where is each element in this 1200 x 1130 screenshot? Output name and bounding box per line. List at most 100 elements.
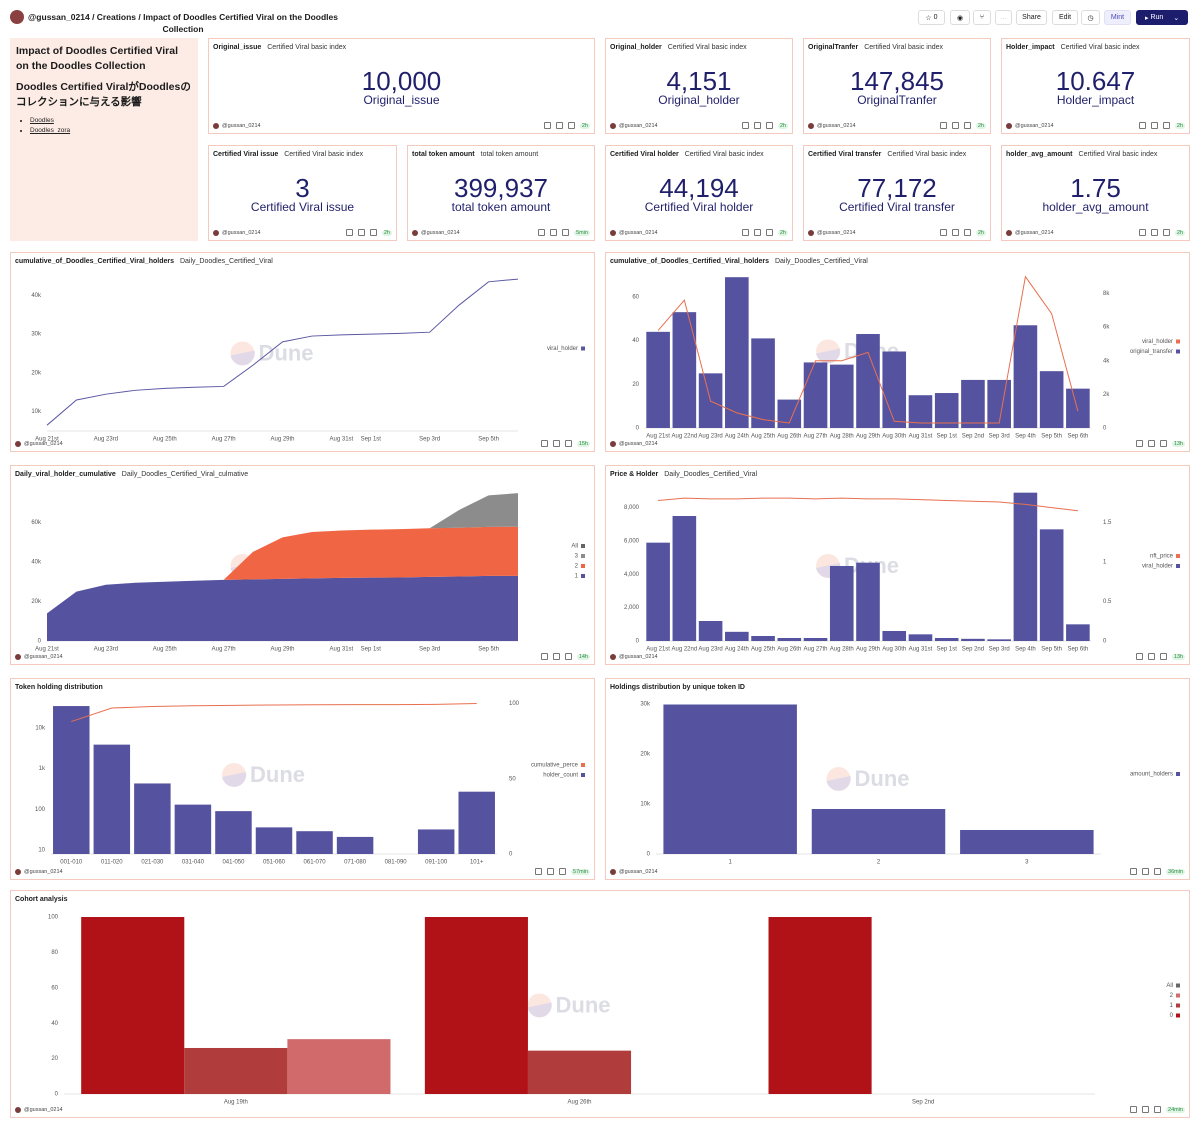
y-tick-label: 50 — [509, 776, 516, 782]
refresh-icon[interactable] — [564, 653, 572, 660]
refresh-icon[interactable] — [1159, 440, 1167, 447]
user-link[interactable]: @gussan_0214 — [28, 12, 90, 22]
card-footer: @gussan_0214 13h — [610, 652, 1185, 661]
refresh-icon[interactable] — [765, 229, 773, 236]
refresh-icon[interactable] — [1154, 868, 1162, 875]
screenshot-icon[interactable] — [550, 229, 558, 236]
refresh-icon[interactable] — [564, 440, 572, 447]
x-tick-label: 021-030 — [141, 860, 164, 866]
embed-icon[interactable] — [1138, 229, 1146, 236]
github-button[interactable]: ◉ — [950, 10, 970, 25]
screenshot-icon[interactable] — [1142, 868, 1150, 875]
refresh-icon[interactable] — [567, 122, 575, 129]
line — [46, 278, 519, 426]
bar — [424, 917, 528, 1094]
embed-icon[interactable] — [1135, 653, 1143, 660]
x-tick-label: Aug 25th — [751, 647, 775, 653]
card-header: cumulative_of_Doodles_Certified_Viral_ho… — [15, 258, 273, 265]
legend-label: viral_holder — [1142, 339, 1173, 345]
y-tick-label: 10k — [35, 725, 46, 731]
bar — [1066, 624, 1090, 641]
link[interactable]: Doodles — [30, 117, 54, 124]
embed-icon[interactable] — [1130, 868, 1138, 875]
card-footer: @gussan_0214 24min — [15, 1105, 1185, 1114]
screenshot-icon[interactable] — [1150, 229, 1158, 236]
y-tick-label: 20 — [51, 1056, 58, 1062]
counter-card: Certified Viral transfer Certified Viral … — [803, 145, 991, 241]
author-avatar — [610, 122, 616, 129]
screenshot-icon[interactable] — [1142, 1106, 1150, 1113]
run-button[interactable]: ▸ Run ⌄ — [1136, 10, 1188, 25]
counter-value: 399,937 — [454, 173, 548, 203]
embed-icon[interactable] — [345, 229, 353, 236]
counter-value: 10.647 — [1055, 66, 1136, 96]
run-dropdown[interactable]: ⌄ — [1173, 14, 1180, 22]
screenshot-icon[interactable] — [951, 229, 959, 236]
y-tick-label: 40 — [632, 338, 639, 344]
embed-icon[interactable] — [1130, 1106, 1138, 1113]
x-tick-label: 061-070 — [304, 860, 327, 866]
legend-swatch — [581, 554, 585, 558]
author: @gussan_0214 — [817, 229, 856, 236]
mint-button[interactable]: Mint — [1104, 10, 1131, 25]
embed-icon[interactable] — [540, 653, 548, 660]
screenshot-icon[interactable] — [753, 122, 761, 129]
y-tick-label: 100 — [48, 915, 59, 921]
star-button[interactable]: ☆ 0 — [918, 10, 945, 25]
embed-icon[interactable] — [939, 122, 947, 129]
refresh-icon[interactable] — [1162, 229, 1170, 236]
embed-icon[interactable] — [540, 440, 548, 447]
embed-icon[interactable] — [939, 229, 947, 236]
x-tick-label: Aug 31st — [330, 647, 354, 653]
legend-label: All — [571, 544, 578, 550]
counter-label: Certified Viral holder — [644, 200, 754, 214]
share-button[interactable]: Share — [1016, 10, 1047, 25]
refresh-icon[interactable] — [562, 229, 570, 236]
screenshot-icon[interactable] — [1147, 440, 1155, 447]
refresh-icon[interactable] — [369, 229, 377, 236]
refresh-icon[interactable] — [1159, 653, 1167, 660]
bar — [672, 312, 697, 428]
screenshot-icon[interactable] — [1150, 122, 1158, 129]
breadcrumb: @gussan_0214 / Creations / Impact of Doo… — [28, 12, 338, 34]
refresh-icon[interactable] — [1162, 122, 1170, 129]
screenshot-icon[interactable] — [1147, 653, 1155, 660]
screenshot-icon[interactable] — [547, 868, 555, 875]
fork-button[interactable]: ⑂ — [973, 10, 991, 25]
embed-icon[interactable] — [1138, 122, 1146, 129]
embed-icon[interactable] — [543, 122, 551, 129]
screenshot-icon[interactable] — [552, 440, 560, 447]
screenshot-icon[interactable] — [552, 653, 560, 660]
link[interactable]: Doodles_zora — [30, 127, 71, 134]
screenshot-icon[interactable] — [357, 229, 365, 236]
history-button[interactable]: ◷ — [1081, 10, 1100, 25]
embed-icon[interactable] — [535, 868, 543, 875]
embed-icon[interactable] — [538, 229, 546, 236]
refresh-icon[interactable] — [559, 868, 567, 875]
refresh-icon[interactable] — [963, 122, 971, 129]
card-header: holder_avg_amount Certified Viral basic i… — [1006, 151, 1157, 158]
query-name: cumulative_of_Doodles_Certified_Viral_ho… — [15, 258, 174, 265]
refresh-icon[interactable] — [765, 122, 773, 129]
embed-icon[interactable] — [741, 122, 749, 129]
embed-icon[interactable] — [1135, 440, 1143, 447]
bar — [829, 364, 854, 428]
path[interactable]: Creations / Impact of Doodles Certified … — [96, 12, 338, 34]
dashboard-title: Impact of Doodles Certified Viral on the… — [16, 45, 179, 72]
embed-icon[interactable] — [741, 229, 749, 236]
refresh-icon[interactable] — [1154, 1106, 1162, 1113]
bar — [1013, 325, 1038, 428]
more-button[interactable]: … — [995, 10, 1012, 25]
y-tick-label: 0 — [38, 639, 42, 645]
screenshot-icon[interactable] — [555, 122, 563, 129]
edit-button[interactable]: Edit — [1052, 10, 1078, 25]
screenshot-icon[interactable] — [951, 122, 959, 129]
line — [71, 703, 477, 723]
x-tick-label: Aug 23rd — [698, 647, 722, 653]
screenshot-icon[interactable] — [753, 229, 761, 236]
refresh-icon[interactable] — [963, 229, 971, 236]
